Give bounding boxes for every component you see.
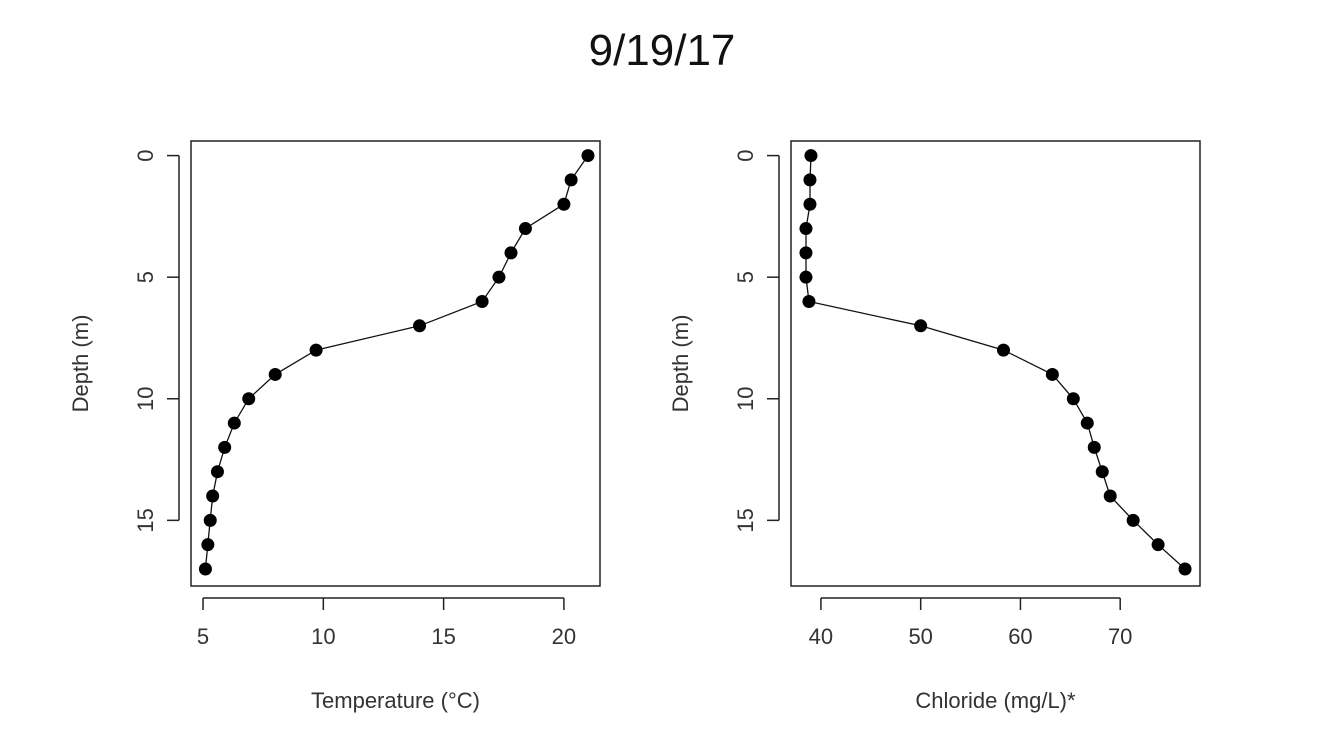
temperature-data-point [210,465,224,479]
chloride-data-point [1126,513,1140,527]
temperature-series-line [204,155,589,570]
temperature-data-point [206,489,220,503]
temperature-y-tick-label: 15 [133,508,158,532]
temperature-y-tick-label: 10 [133,387,158,411]
temperature-data-point [201,538,215,552]
temperature-data-point [492,270,506,284]
temperature-panel: 5 10 15 20 Temperature (°C) 0 5 10 15 Depth (m) [68,140,601,713]
temperature-data-point [557,197,571,211]
temperature-y-tick-label: 5 [133,271,158,283]
chloride-data-point [803,173,817,187]
chloride-data-point [804,149,818,163]
temperature-data-point [268,367,282,381]
temperature-x-tick-label: 5 [197,624,209,649]
chloride-x-tick-label: 50 [908,624,932,649]
chloride-y-tick-label: 15 [733,508,758,532]
chloride-y-tick-label: 5 [733,271,758,283]
temperature-data-point [413,319,427,333]
chloride-data-point [802,294,816,308]
temperature-data-point [475,294,489,308]
temperature-plot-frame [190,140,601,587]
chloride-data-point [1080,416,1094,430]
chloride-data-point [1066,392,1080,406]
chloride-data-point [1178,562,1192,576]
chloride-panel: 40 50 60 70 Chloride (mg/L)* 0 5 10 15 Depth (m) [668,140,1201,713]
temperature-data-point [309,343,323,357]
chloride-x-tick-label: 70 [1108,624,1132,649]
chart-title: 9/19/17 [588,26,736,75]
temperature-data-point [203,513,217,527]
chloride-data-point [1045,367,1059,381]
temperature-x-tick-label: 10 [311,624,335,649]
temperature-x-tick-label: 20 [552,624,576,649]
chloride-series-line [805,155,1186,570]
chloride-y-tick-label: 0 [733,149,758,161]
chloride-data-point [799,222,813,236]
temperature-y-axis-label: Depth (m) [68,315,93,413]
chloride-data-point [1095,465,1109,479]
temperature-y-tick-label: 0 [133,149,158,161]
chloride-data-point [996,343,1010,357]
chloride-data-point [914,319,928,333]
chloride-plot-frame [790,140,1201,587]
chloride-y-tick-label: 10 [733,387,758,411]
temperature-data-point [218,440,232,454]
chloride-y-axis-label: Depth (m) [668,315,693,413]
chloride-data-point [799,246,813,260]
chloride-x-tick-label: 60 [1008,624,1032,649]
chloride-data-point [803,197,817,211]
temperature-x-axis-label: Temperature (°C) [311,688,480,713]
temperature-data-point [504,246,518,260]
temperature-data-point [198,562,212,576]
temperature-x-tick-label: 15 [431,624,455,649]
temperature-data-point [242,392,256,406]
temperature-data-point [227,416,241,430]
temperature-data-point [518,222,532,236]
chloride-x-tick-label: 40 [809,624,833,649]
chloride-data-point [1087,440,1101,454]
chloride-data-point [1103,489,1117,503]
chloride-data-point [799,270,813,284]
temperature-data-point [581,149,595,163]
chloride-data-point [1151,538,1165,552]
chloride-x-axis-label: Chloride (mg/L)* [915,688,1076,713]
temperature-data-point [564,173,578,187]
